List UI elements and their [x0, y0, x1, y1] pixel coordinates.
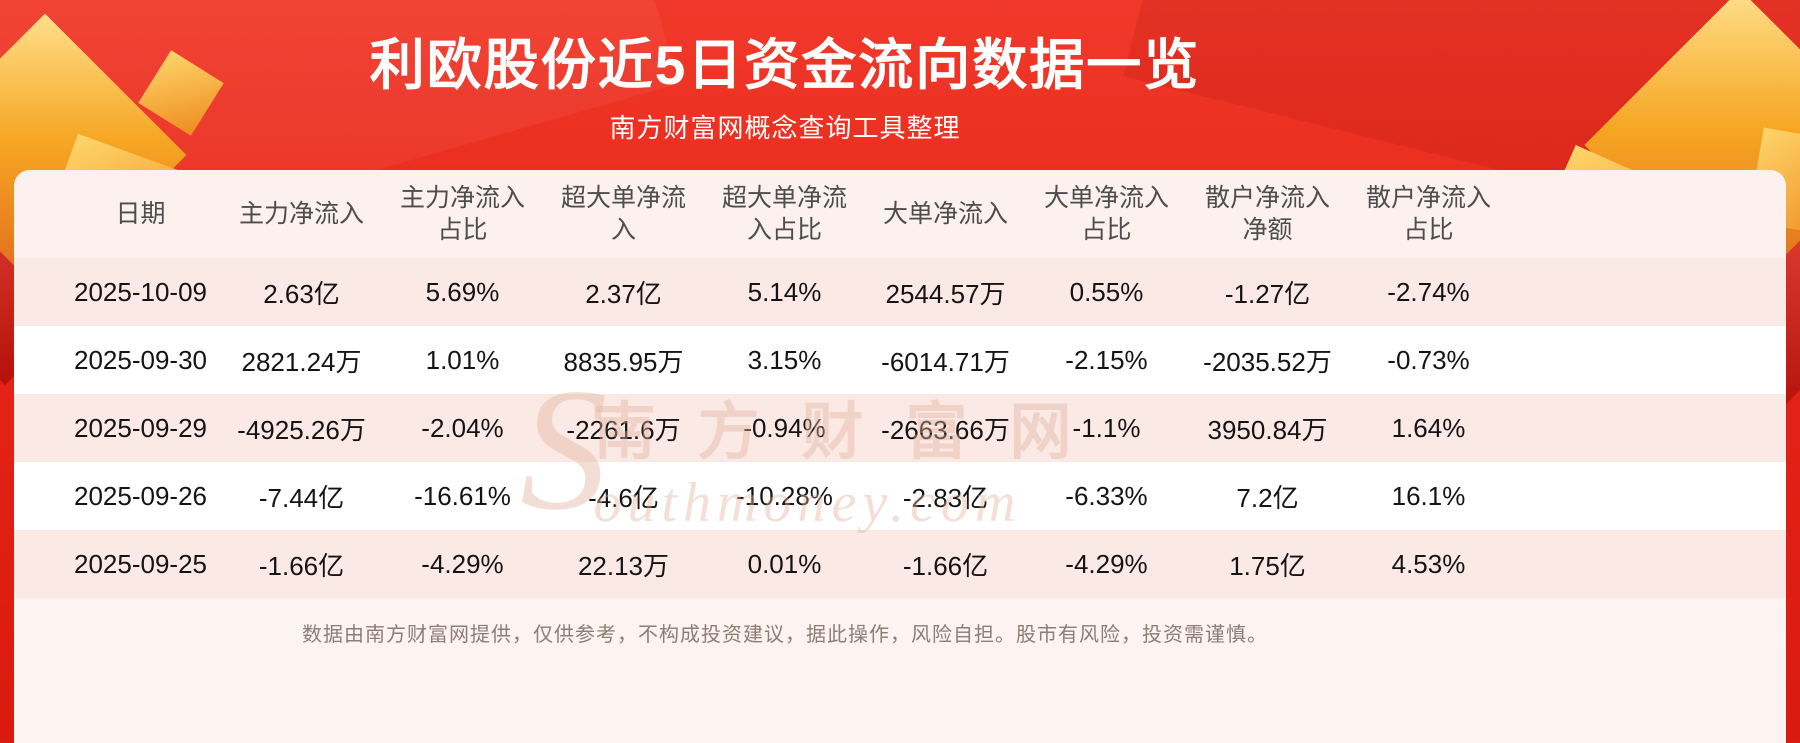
- column-header-retail-net-inflow: 散户净流入 净额: [1204, 183, 1330, 245]
- table-cell: -2035.52万: [1203, 346, 1332, 377]
- table-cell: -2663.66万: [881, 414, 1010, 445]
- table-cell: -2.15%: [1065, 344, 1148, 375]
- table-cell: -1.66亿: [258, 550, 345, 581]
- table-cell: -2.74%: [1387, 276, 1470, 307]
- table-cell: 3.15%: [747, 344, 822, 375]
- table-cell: -10.28%: [736, 480, 833, 511]
- table-cell: -0.73%: [1387, 344, 1470, 375]
- table-cell: -2.83亿: [902, 482, 989, 513]
- table-cell: 2025-09-25: [74, 548, 207, 579]
- column-header-main-net-inflow-ratio: 主力净流入 占比: [399, 183, 525, 245]
- table-cell: 0.55%: [1069, 276, 1144, 307]
- table-cell: -1.27亿: [1224, 278, 1311, 309]
- page-title: 利欧股份近5日资金流向数据一览: [369, 34, 1201, 96]
- column-header-large-net-inflow-ratio: 大单净流入 占比: [1043, 183, 1169, 245]
- table-cell: -4.29%: [421, 548, 504, 579]
- table-cell: -1.66亿: [902, 550, 989, 581]
- column-header-date: 日期: [115, 199, 166, 228]
- table-cell: 4.53%: [1391, 548, 1466, 579]
- column-header-retail-net-inflow-ratio: 散户净流入 占比: [1365, 183, 1491, 245]
- page-subtitle: 南方财富网概念查询工具整理: [609, 113, 961, 143]
- table-cell: 1.75亿: [1229, 550, 1306, 581]
- table-cell: -7.44亿: [258, 482, 345, 513]
- table-cell: 0.01%: [747, 548, 822, 579]
- table-cell: 2.63亿: [263, 278, 340, 309]
- column-header-large-net-inflow: 大单净流入: [882, 199, 1008, 228]
- table-cell: 2544.57万: [885, 278, 1006, 309]
- column-header-superlarge-net-inflow-ratio: 超大单净流 入占比: [721, 183, 847, 245]
- table-row: 2025-09-30 2821.24万 1.01% 8835.95万 3.15%…: [14, 326, 1786, 394]
- table-cell: -1.1%: [1072, 412, 1141, 443]
- table-cell: 2025-10-09: [74, 276, 207, 307]
- table-cell: 8835.95万: [563, 346, 684, 377]
- table-cell: 1.01%: [425, 344, 500, 375]
- table-cell: 1.64%: [1391, 412, 1466, 443]
- table-cell: -4925.26万: [237, 414, 366, 445]
- table-cell: 2025-09-29: [74, 412, 207, 443]
- table-cell: -2261.6万: [566, 414, 681, 445]
- column-header-superlarge-net-inflow: 超大单净流 入: [560, 183, 686, 245]
- table-cell: -6014.71万: [881, 346, 1010, 377]
- table-cell: 2025-09-26: [74, 480, 207, 511]
- table-cell: 5.69%: [425, 276, 500, 307]
- table-row: 2025-09-26 -7.44亿 -16.61% -4.6亿 -10.28% …: [14, 462, 1786, 530]
- table-cell: -4.29%: [1065, 548, 1148, 579]
- table-cell: -4.6亿: [588, 482, 659, 513]
- data-panel: 日期 主力净流入 主力净流入 占比 超大单净流 入 超大单净流 入占比 大单净流…: [14, 170, 1786, 743]
- table-cell: 2025-09-30: [74, 344, 207, 375]
- column-header-main-net-inflow: 主力净流入: [238, 199, 364, 228]
- table-row: 2025-09-25 -1.66亿 -4.29% 22.13万 0.01% -1…: [14, 530, 1786, 598]
- table-cell: 2821.24万: [241, 346, 362, 377]
- table-cell: 22.13万: [577, 550, 670, 581]
- table-cell: -2.04%: [421, 412, 504, 443]
- table-row: 2025-09-29 -4925.26万 -2.04% -2261.6万 -0.…: [14, 394, 1786, 462]
- table-header-row: 日期 主力净流入 主力净流入 占比 超大单净流 入 超大单净流 入占比 大单净流…: [14, 170, 1786, 258]
- table-cell: 16.1%: [1391, 480, 1466, 511]
- table-cell: 7.2亿: [1236, 482, 1299, 513]
- table-cell: 3950.84万: [1207, 414, 1328, 445]
- table-cell: 2.37亿: [585, 278, 662, 309]
- table-cell: -0.94%: [743, 412, 826, 443]
- table-cell: -6.33%: [1065, 480, 1148, 511]
- table-cell: 5.14%: [747, 276, 822, 307]
- table-cell: -16.61%: [414, 480, 511, 511]
- table-row: 2025-10-09 2.63亿 5.69% 2.37亿 5.14% 2544.…: [14, 258, 1786, 326]
- disclaimer-text: 数据由南方财富网提供，仅供参考，不构成投资建议，据此操作，风险自担。股市有风险，…: [302, 624, 1268, 646]
